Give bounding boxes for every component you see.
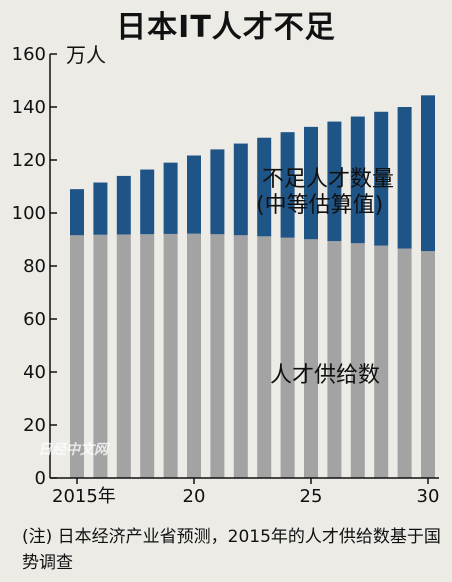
bar-supply-27	[350, 243, 365, 478]
bar-shortage-19	[163, 162, 178, 234]
bar-shortage-17	[116, 175, 131, 235]
x-tick-label-30: 30	[417, 486, 440, 507]
bar-supply-2015年	[70, 235, 84, 478]
y-tick-label-60: 60	[23, 309, 46, 330]
bar-supply-29	[397, 248, 412, 478]
bars-group	[70, 95, 435, 478]
y-tick-label-40: 40	[23, 362, 46, 383]
bar-supply-24	[280, 237, 295, 478]
series-label-supply: 人才供给数	[270, 363, 380, 388]
bar-shortage-20	[187, 155, 201, 234]
bar-shortage-26	[327, 121, 342, 242]
footnote: (注) 日本经济产业省预测，2015年的人才供给数基于国势调查	[22, 527, 441, 573]
bar-supply-21	[210, 234, 225, 478]
bar-shortage-21	[210, 149, 225, 235]
bar-shortage-28	[374, 111, 389, 246]
bar-supply-22	[233, 235, 248, 478]
unit-label: 万人	[66, 43, 106, 67]
bar-shortage-16	[93, 182, 108, 235]
y-tick-label-160: 160	[12, 44, 46, 65]
bar-shortage-30	[421, 95, 435, 252]
bar-supply-17	[116, 234, 131, 478]
bar-supply-23	[257, 236, 272, 478]
series-label-shortage-estimate: (中等估算值)	[256, 193, 383, 218]
y-tick-label-0: 0	[35, 468, 46, 489]
bar-shortage-23	[257, 137, 272, 237]
bar-supply-28	[374, 245, 389, 478]
bar-supply-30	[421, 251, 435, 478]
bar-supply-18	[140, 234, 155, 478]
series-label-shortage: 不足人才数量	[262, 167, 394, 192]
chart-title: 日本IT人才不足	[116, 10, 336, 45]
y-tick-label-100: 100	[12, 203, 46, 224]
bar-shortage-18	[140, 169, 155, 235]
x-tick-label-2015年: 2015年	[52, 486, 116, 507]
bar-shortage-27	[350, 116, 365, 244]
y-tick-label-80: 80	[23, 256, 46, 277]
watermark: 日经中文网	[38, 441, 110, 458]
y-tick-label-140: 140	[12, 97, 46, 118]
bar-shortage-24	[280, 132, 295, 238]
y-ticks-group: 0 20 40 60 80 100 120 140 160	[12, 44, 57, 489]
y-tick-label-120: 120	[12, 150, 46, 171]
bar-supply-19	[163, 233, 178, 478]
x-ticks-group: 2015年 20 25 30	[52, 478, 439, 507]
bar-shortage-2015年	[70, 189, 84, 236]
x-tick-label-25: 25	[300, 486, 323, 507]
bar-supply-25	[304, 239, 318, 478]
bar-shortage-25	[304, 126, 318, 240]
bar-shortage-22	[233, 143, 248, 236]
bar-supply-16	[93, 234, 108, 478]
bar-supply-26	[327, 241, 342, 478]
bar-shortage-29	[397, 107, 412, 249]
y-tick-label-20: 20	[23, 415, 46, 436]
x-tick-label-20: 20	[183, 486, 206, 507]
bar-supply-20	[187, 233, 201, 478]
